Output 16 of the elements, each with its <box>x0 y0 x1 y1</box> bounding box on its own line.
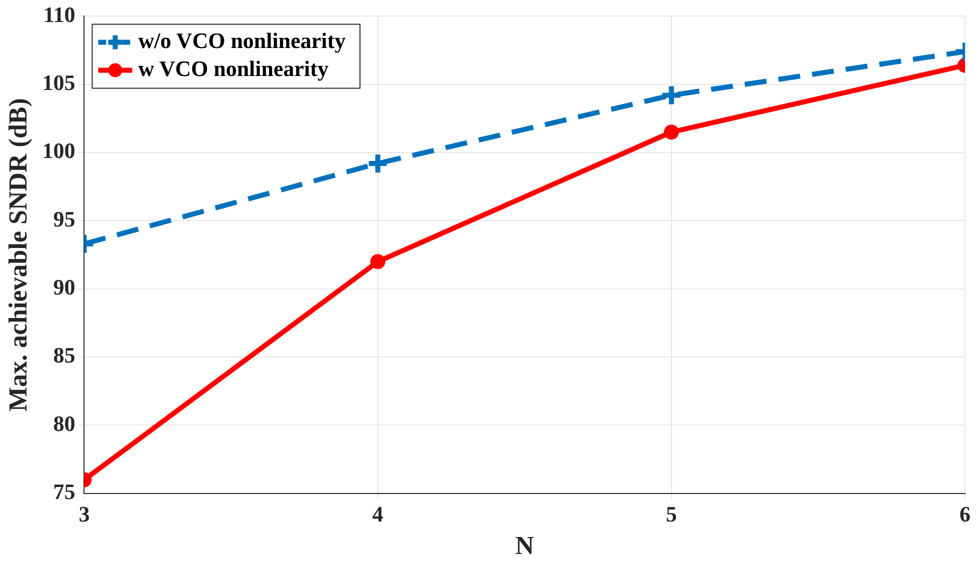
y-tick-label: 85 <box>53 342 76 368</box>
legend-label: w/o VCO nonlinearity <box>138 28 346 53</box>
y-tick-label: 75 <box>53 479 76 504</box>
x-tick-label: 4 <box>372 501 384 526</box>
y-axis-title: Max. achievable SNDR (dB) <box>3 98 32 412</box>
y-tick-label: 90 <box>53 274 76 300</box>
x-axis-title: N <box>515 531 534 560</box>
y-tick-label: 105 <box>42 70 76 96</box>
y-tick-label: 110 <box>43 2 76 27</box>
y-tick-label: 95 <box>53 206 76 232</box>
legend-label: w VCO nonlinearity <box>138 56 328 81</box>
x-tick-label: 3 <box>78 501 90 526</box>
x-tick-label: 5 <box>666 501 677 526</box>
y-tick-label: 80 <box>53 410 76 436</box>
x-tick-label: 6 <box>960 501 970 526</box>
y-tick-label: 100 <box>42 138 76 164</box>
